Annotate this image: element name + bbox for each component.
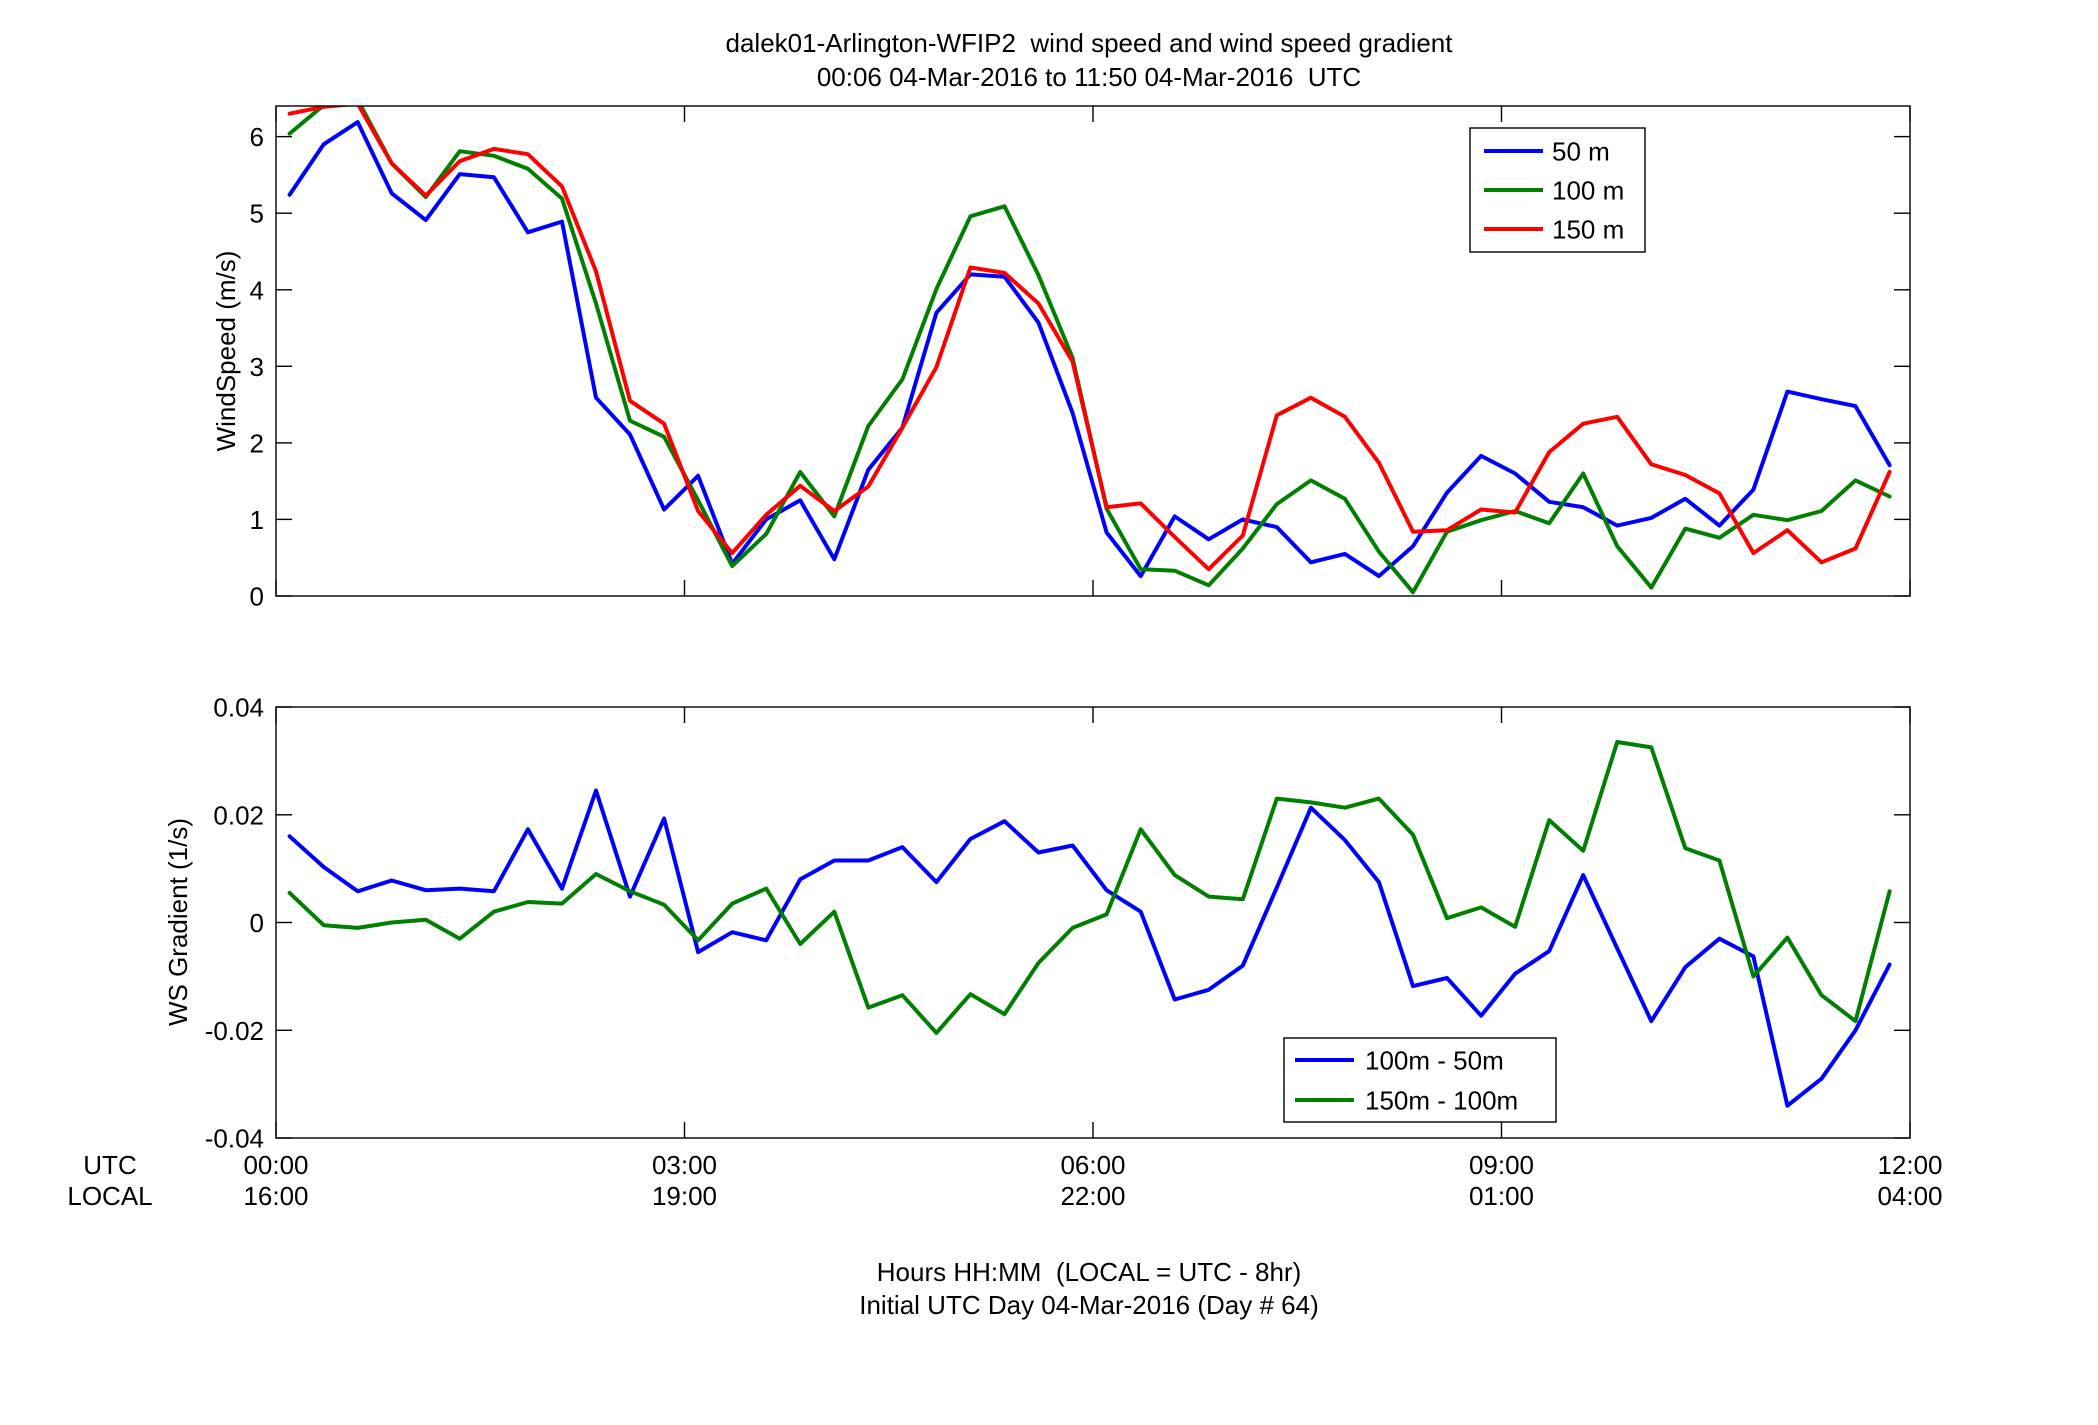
xtick-row-label-local: LOCAL: [67, 1181, 152, 1211]
legend-box: [1283, 1037, 1557, 1123]
series-line-150m-100m: [287, 740, 1892, 1035]
x-tick-label-local: 04:00: [1877, 1181, 1942, 1211]
x-tick-label-local: 19:00: [652, 1181, 717, 1211]
y-axis-label: WS Gradient (1/s): [163, 818, 193, 1026]
plot-background: [276, 707, 1910, 1138]
y-tick-label: 6: [250, 122, 264, 152]
series-line-100m-50m: [287, 788, 1892, 1108]
plots-area: 0 1 2 3 4 5 6 WindSpeed (m/s) 50 m 100 m 150 m -0.0…: [163, 105, 1943, 1212]
y-tick-label: 0: [250, 908, 264, 938]
series-line-150-m: [287, 106, 1892, 572]
y-tick-label: 0.04: [213, 693, 264, 723]
y-axis-label: WindSpeed (m/s): [211, 251, 241, 452]
x-tick-label-utc: 12:00: [1877, 1150, 1942, 1180]
y-tick-label: 3: [250, 352, 264, 382]
plot-1: 0 1 2 3 4 5 6 WindSpeed (m/s) 50 m 100 m 150 m: [211, 105, 1911, 612]
x-tick-label-utc: 09:00: [1469, 1150, 1534, 1180]
x-axis-label-line2: Initial UTC Day 04-Mar-2016 (Day # 64): [859, 1290, 1319, 1320]
legend-label-100m-50m: 100m - 50m: [1365, 1046, 1504, 1076]
y-tick-label: 2: [250, 428, 264, 458]
chart-title-line2: 00:06 04-Mar-2016 to 11:50 04-Mar-2016 U…: [817, 62, 1361, 92]
xtick-row-label-utc: UTC: [83, 1150, 136, 1180]
plot-background: [276, 106, 1910, 596]
x-tick-label-local: 22:00: [1060, 1181, 1125, 1211]
y-tick-label: 0.02: [213, 800, 264, 830]
legend: 50 m 100 m 150 m: [1469, 127, 1646, 253]
x-tick-label-local: 16:00: [243, 1181, 308, 1211]
legend-label-150-m: 150 m: [1552, 215, 1624, 245]
x-tick-label-utc: 06:00: [1060, 1150, 1125, 1180]
legend-label-50-m: 50 m: [1552, 137, 1610, 167]
series-line-50-m: [287, 120, 1892, 579]
legend: 100m - 50m 150m - 100m: [1283, 1037, 1557, 1123]
x-tick-label-local: 01:00: [1469, 1181, 1534, 1211]
y-tick-label: -0.04: [205, 1124, 264, 1154]
y-tick-label: 5: [250, 199, 264, 229]
y-tick-label: -0.02: [205, 1016, 264, 1046]
y-tick-label: 1: [250, 505, 264, 535]
x-tick-label-utc: 00:00: [243, 1150, 308, 1180]
chart-title: dalek01-Arlington-WFIP2 wind speed and w…: [726, 28, 1454, 58]
y-tick-label: 0: [250, 582, 264, 612]
y-tick-label: 4: [250, 275, 264, 305]
legend-label-150m-100m: 150m - 100m: [1365, 1086, 1518, 1116]
x-tick-label-utc: 03:00: [652, 1150, 717, 1180]
legend-label-100-m: 100 m: [1552, 176, 1624, 206]
x-axis-label: Hours HH:MM (LOCAL = UTC - 8hr): [877, 1257, 1301, 1287]
